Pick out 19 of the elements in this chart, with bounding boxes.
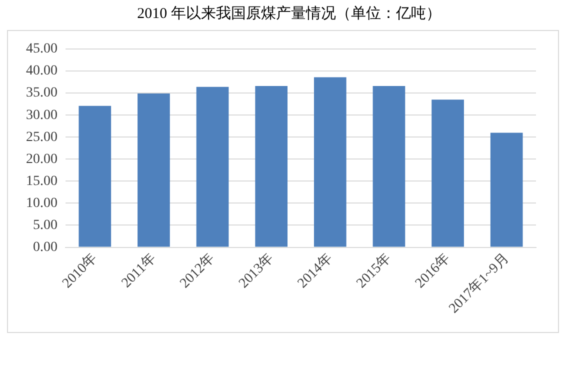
chart-title: 2010 年以来我国原煤产量情况（单位：亿吨） [136, 4, 442, 23]
bar [255, 86, 288, 247]
y-tick-label: 45.00 [26, 42, 58, 57]
y-tick-label: 15.00 [26, 174, 58, 189]
bar [432, 100, 464, 247]
bar [78, 106, 112, 247]
bar [490, 132, 523, 247]
y-tick-label: 25.00 [26, 130, 58, 145]
bar [314, 77, 346, 247]
bar [138, 94, 170, 247]
y-tick-label: 5.00 [33, 218, 58, 233]
y-tick-label: 40.00 [26, 64, 58, 79]
y-tick-label: 30.00 [26, 108, 58, 123]
y-tick-label: 35.00 [26, 86, 58, 101]
y-tick-label: 20.00 [26, 152, 58, 167]
y-tick-label: 0.00 [33, 240, 58, 255]
y-tick-label: 10.00 [26, 196, 58, 211]
bar [196, 86, 229, 247]
bar [372, 86, 406, 247]
